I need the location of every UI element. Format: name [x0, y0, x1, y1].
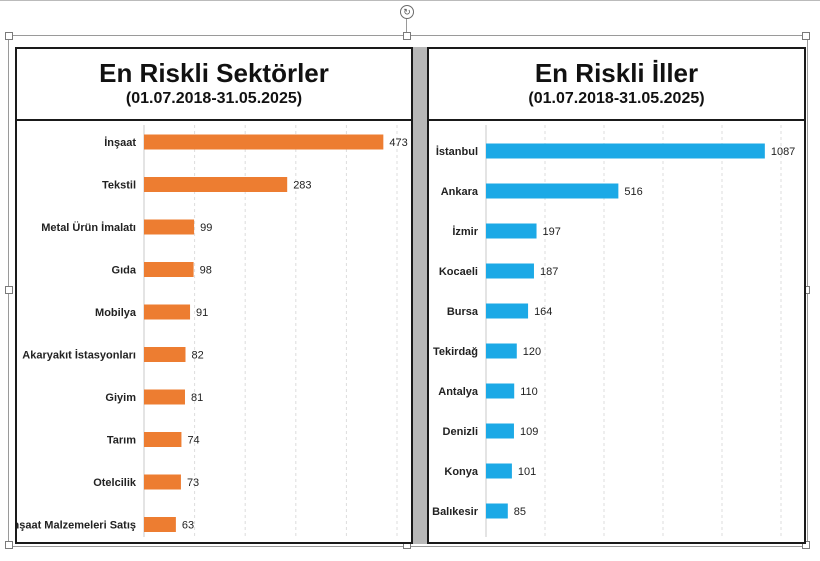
sector-bar	[144, 389, 185, 405]
province-category-label: Kocaeli	[439, 266, 478, 278]
province-bar	[486, 263, 534, 279]
province-category-label: Antalya	[438, 386, 479, 398]
province-value-label: 1087	[771, 146, 795, 158]
sector-bar	[144, 347, 186, 362]
sector-value-label: 283	[293, 180, 311, 192]
sector-category-label: Tekstil	[102, 180, 136, 192]
province-value-label: 109	[520, 426, 538, 438]
province-bar	[486, 303, 529, 319]
province-category-label: Denizli	[443, 426, 478, 438]
province-category-label: Bursa	[447, 306, 479, 318]
province-bar	[486, 463, 512, 479]
sector-bar	[144, 304, 191, 320]
rotate-icon[interactable]: ↻	[400, 5, 414, 19]
province-bar	[486, 343, 517, 359]
sectors-chart-header: En Riskli Sektörler (01.07.2018-31.05.20…	[17, 49, 411, 121]
province-category-label: İstanbul	[436, 145, 478, 158]
province-value-label: 85	[514, 506, 526, 518]
panel-divider	[413, 47, 427, 544]
sector-value-label: 81	[191, 392, 203, 404]
sector-category-label: Akaryakıt İstasyonları	[22, 349, 136, 362]
resize-handle-bottom-right[interactable]	[802, 541, 810, 549]
sector-category-label: Tarım	[107, 435, 136, 447]
sector-bar	[144, 262, 194, 277]
resize-handle-left[interactable]	[5, 286, 13, 294]
province-value-label: 120	[523, 346, 541, 358]
sector-value-label: 91	[196, 307, 208, 319]
sector-value-label: 99	[200, 222, 212, 234]
resize-handle-bottom-left[interactable]	[5, 541, 13, 549]
province-category-label: Ankara	[441, 186, 479, 198]
province-value-label: 164	[534, 306, 552, 318]
province-category-label: Balıkesir	[432, 506, 479, 518]
sector-value-label: 473	[389, 137, 407, 149]
provinces-chart-header: En Riskli İller (01.07.2018-31.05.2025)	[429, 49, 804, 121]
province-bar	[486, 143, 765, 159]
window-top-border	[0, 0, 820, 1]
sector-bar	[144, 474, 181, 490]
sector-category-label: İnşaat Malzemeleri Satış	[17, 519, 136, 532]
sector-value-label: 73	[187, 477, 199, 489]
sector-category-label: Otelcilik	[93, 477, 137, 489]
sector-category-label: İnşaat	[104, 136, 136, 149]
sector-category-label: Gıda	[112, 265, 137, 277]
province-bar	[486, 423, 514, 439]
sectors-chart-panel: En Riskli Sektörler (01.07.2018-31.05.20…	[15, 47, 413, 544]
provinces-chart-panel: En Riskli İller (01.07.2018-31.05.2025) …	[427, 47, 806, 544]
province-value-label: 516	[624, 186, 642, 198]
province-bar	[486, 503, 508, 519]
sector-bar	[144, 219, 195, 235]
sector-value-label: 63	[182, 520, 194, 532]
province-category-label: İzmir	[452, 225, 478, 238]
sector-bar	[144, 432, 182, 447]
province-value-label: 101	[518, 466, 536, 478]
sectors-chart-subtitle: (01.07.2018-31.05.2025)	[125, 90, 303, 107]
rotation-handle-stem	[406, 17, 407, 35]
sector-value-label: 98	[200, 265, 212, 277]
provinces-chart-plot: İstanbul 1087 Ankara 516 İzmir 197 Kocaeli 187 B…	[429, 121, 804, 542]
sectors-chart-title: En Riskli Sektörler	[99, 58, 329, 88]
province-value-label: 187	[540, 266, 558, 278]
province-bar	[486, 383, 515, 399]
sector-value-label: 74	[187, 435, 199, 447]
resize-handle-top[interactable]	[403, 32, 411, 40]
sector-category-label: Mobilya	[95, 307, 137, 319]
sector-category-label: Metal Ürün İmalatı	[41, 221, 136, 234]
sectors-chart-plot: İnşaat 473 Tekstil 283 Metal Ürün İmalatı 99 G…	[17, 121, 411, 542]
province-bar	[486, 223, 537, 239]
province-bar	[486, 183, 619, 199]
resize-handle-top-right[interactable]	[802, 32, 810, 40]
province-value-label: 197	[543, 226, 561, 238]
sectors-bar-chart: İnşaat 473 Tekstil 283 Metal Ürün İmalatı 99 G…	[17, 125, 408, 537]
province-value-label: 110	[520, 386, 538, 398]
province-category-label: Konya	[444, 466, 479, 478]
sector-category-label: Giyim	[105, 392, 136, 404]
provinces-bar-chart: İstanbul 1087 Ankara 516 İzmir 197 Kocaeli 187 B…	[432, 125, 795, 537]
sector-value-label: 82	[191, 350, 203, 362]
sector-bar	[144, 134, 384, 150]
provinces-chart-title: En Riskli İller	[534, 58, 699, 88]
sector-bar	[144, 517, 176, 532]
sector-bar	[144, 177, 288, 192]
provinces-chart-subtitle: (01.07.2018-31.05.2025)	[528, 90, 705, 107]
resize-handle-top-left[interactable]	[5, 32, 13, 40]
province-category-label: Tekirdağ	[433, 346, 478, 358]
